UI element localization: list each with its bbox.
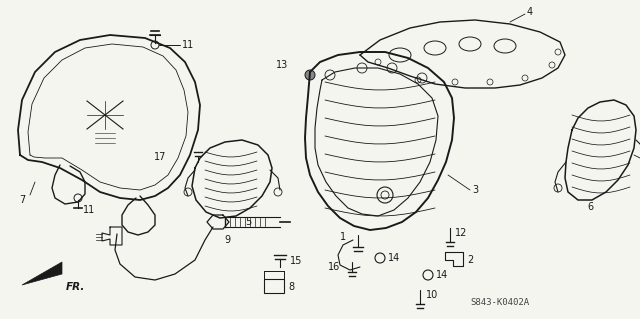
Text: 7: 7 (19, 195, 25, 205)
Text: 2: 2 (467, 255, 473, 265)
Text: FR.: FR. (66, 282, 85, 292)
Text: 6: 6 (587, 202, 593, 212)
Text: 4: 4 (527, 7, 533, 17)
Text: 11: 11 (182, 40, 195, 50)
Circle shape (305, 70, 315, 80)
Text: 16: 16 (328, 262, 340, 272)
Text: 9: 9 (224, 235, 230, 245)
Text: 8: 8 (288, 282, 294, 292)
Text: 15: 15 (290, 256, 302, 266)
Text: 14: 14 (436, 270, 448, 280)
Text: 13: 13 (276, 60, 288, 70)
Text: 11: 11 (83, 205, 95, 215)
Text: S843-K0402A: S843-K0402A (470, 298, 529, 307)
Text: 17: 17 (154, 152, 166, 162)
Text: 1: 1 (340, 232, 346, 242)
Text: 14: 14 (388, 253, 400, 263)
Text: 5: 5 (245, 217, 251, 227)
Text: 10: 10 (426, 290, 438, 300)
Polygon shape (22, 262, 62, 285)
Text: 12: 12 (455, 228, 467, 238)
Text: 3: 3 (472, 185, 478, 195)
